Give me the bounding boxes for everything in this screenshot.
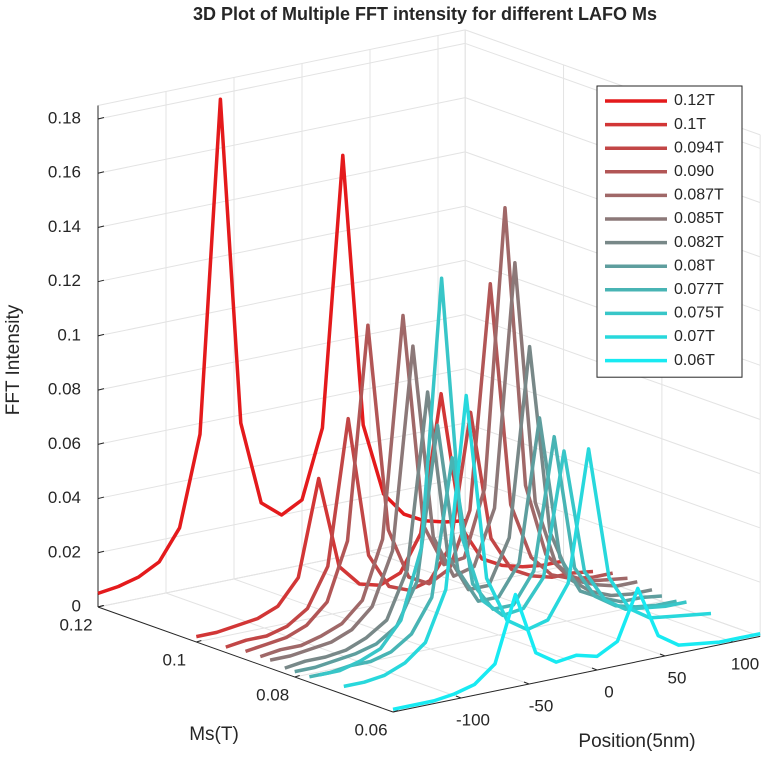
z-tick-label: 0.16 xyxy=(48,163,81,182)
x-tick-label: 50 xyxy=(668,668,687,687)
z-tick xyxy=(97,442,105,445)
z-tick xyxy=(97,117,105,120)
z-axis-label: FFT Intensity xyxy=(3,304,24,415)
z-tick-label: 0.06 xyxy=(48,434,81,453)
plot-area xyxy=(97,97,761,712)
z-tick-label: 0.12 xyxy=(48,271,81,290)
y-tick xyxy=(294,675,300,678)
grid-line xyxy=(97,42,466,120)
grid-line xyxy=(97,368,466,445)
x-axis-label: Position(5nm) xyxy=(578,731,695,752)
z-tick xyxy=(97,279,105,283)
y-tick-label: 0.1 xyxy=(163,650,187,669)
z-tick xyxy=(97,171,105,174)
legend-label: 0.082T xyxy=(674,234,724,251)
grid-line xyxy=(97,151,466,228)
z-tick xyxy=(97,550,105,554)
series-line xyxy=(392,586,761,712)
legend-label: 0.094T xyxy=(674,139,724,156)
y-tick xyxy=(97,605,104,608)
y-tick xyxy=(392,710,399,713)
series-line xyxy=(97,97,466,596)
y-tick-label: 0.06 xyxy=(354,720,387,739)
grid-line xyxy=(465,422,761,529)
chart-title: 3D Plot of Multiple FFT intensity for di… xyxy=(193,4,657,24)
x-tick-label: -100 xyxy=(456,710,490,729)
x-tick xyxy=(523,681,530,685)
z-tick-label: 0.04 xyxy=(48,488,81,507)
grid-line xyxy=(465,368,761,475)
grid-line xyxy=(301,564,598,671)
legend-label: 0.12T xyxy=(674,92,715,109)
legend-label: 0.090 xyxy=(674,163,714,180)
x-tick-label: -50 xyxy=(529,696,554,715)
y-tick-label: 0.12 xyxy=(59,615,92,634)
legend: 0.12T 0.1T 0.094T 0.090 0.087T 0.085T 0.082T 0.… xyxy=(596,85,743,378)
y-axis xyxy=(97,606,394,713)
legend-label: 0.07T xyxy=(674,328,715,345)
box-edge xyxy=(97,29,466,106)
z-tick-label: 0.14 xyxy=(48,217,81,236)
grid-line xyxy=(97,97,466,174)
legend-box xyxy=(596,85,743,378)
x-tick-label: 100 xyxy=(731,654,759,673)
grid-line xyxy=(196,565,564,643)
grid-line xyxy=(97,205,466,283)
y-axis-label: Ms(T) xyxy=(189,724,239,745)
x-tick xyxy=(455,695,462,699)
y-tick xyxy=(196,640,202,643)
x-tick xyxy=(591,667,598,671)
z-tick xyxy=(97,388,105,391)
grid-line xyxy=(97,259,466,337)
z-tick xyxy=(97,496,105,500)
z-tick-label: 0.1 xyxy=(57,325,81,344)
z-tick-label: 0.08 xyxy=(48,380,81,399)
y-tick-label: 0.08 xyxy=(256,685,289,704)
legend-label: 0.08T xyxy=(674,257,715,274)
legend-label: 0.077T xyxy=(674,281,724,298)
x-axis xyxy=(392,635,761,713)
grid-line xyxy=(165,592,462,699)
x-tick-label: 0 xyxy=(604,682,613,701)
z-tick-label: 0.18 xyxy=(48,109,81,128)
legend-label: 0.06T xyxy=(674,352,715,369)
legend-label: 0.075T xyxy=(674,305,724,322)
grid-line xyxy=(97,530,466,608)
z-tick xyxy=(97,333,105,337)
x-tick xyxy=(659,653,666,657)
series-line xyxy=(244,282,614,654)
z-tick-label: 0.02 xyxy=(48,542,81,561)
legend-label: 0.085T xyxy=(674,210,724,227)
legend-label: 0.1T xyxy=(674,116,706,133)
z-tick-label: 0 xyxy=(72,596,81,615)
legend-label: 0.087T xyxy=(674,187,724,204)
z-tick xyxy=(97,225,105,228)
